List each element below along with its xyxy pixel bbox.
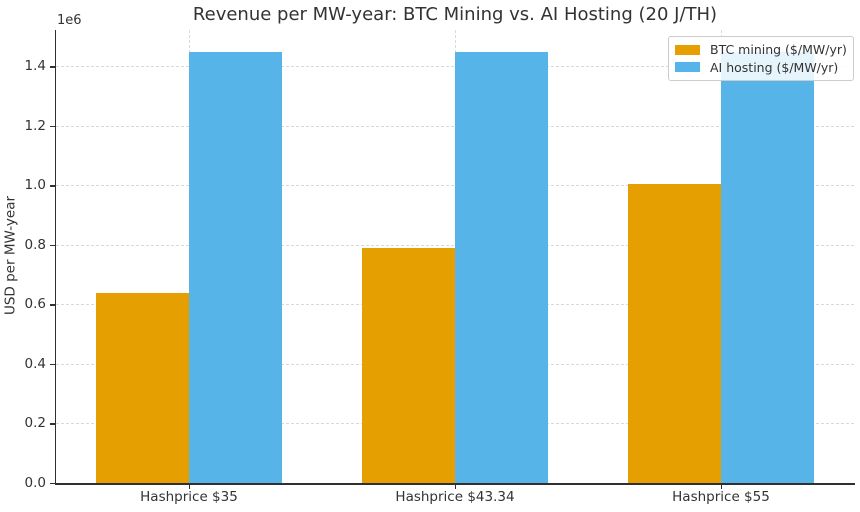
y-tick-label: 1.4 <box>24 58 46 75</box>
y-tick-label: 0.6 <box>24 296 46 313</box>
bar-series1-cat2 <box>721 52 814 483</box>
legend-swatch-series1 <box>675 62 700 73</box>
y-tick-label: 0.2 <box>24 415 46 432</box>
y-tick-label: 1.0 <box>24 177 46 194</box>
legend: BTC mining ($/MW/yr) AI hosting ($/MW/yr) <box>668 36 854 81</box>
y-tick-mark <box>50 185 55 187</box>
x-tick-mark <box>189 484 191 489</box>
bar-series1-cat1 <box>455 52 548 483</box>
chart-title: Revenue per MW-year: BTC Mining vs. AI H… <box>192 4 718 25</box>
bar-series0-cat0 <box>96 293 189 483</box>
legend-row: AI hosting ($/MW/yr) <box>675 59 845 77</box>
y-tick-label: 0.4 <box>24 355 46 372</box>
y-tick-mark <box>50 244 55 247</box>
x-tick-label: Hashprice $43.34 <box>395 489 515 505</box>
legend-label-series1: AI hosting ($/MW/yr) <box>710 59 839 75</box>
x-tick-label: Hashprice $55 <box>672 489 770 505</box>
y-tick-mark <box>50 483 55 485</box>
bar-series1-cat0 <box>189 52 282 483</box>
bar-series0-cat2 <box>628 184 721 483</box>
bottom-spine <box>54 483 855 485</box>
x-tick-label: Hashprice $35 <box>140 489 238 505</box>
y-tick-mark <box>50 423 55 425</box>
y-tick-mark <box>50 304 55 306</box>
left-spine <box>54 30 56 484</box>
legend-row: BTC mining ($/MW/yr) <box>675 41 847 59</box>
x-tick-mark <box>455 484 457 489</box>
bar-series0-cat1 <box>362 248 455 483</box>
y-tick-mark <box>50 125 55 128</box>
plot-area <box>56 30 854 483</box>
y-tick-label: 1.2 <box>24 117 46 134</box>
y-axis-offset-label: 1e6 <box>57 13 82 28</box>
y-tick-mark <box>50 363 55 366</box>
legend-label-series0: BTC mining ($/MW/yr) <box>710 42 847 58</box>
y-tick-label: 0.0 <box>24 475 46 491</box>
y-tick-mark <box>50 66 55 68</box>
legend-swatch-series0 <box>675 44 700 55</box>
y-tick-label: 0.8 <box>24 236 46 253</box>
x-tick-mark <box>721 484 723 489</box>
